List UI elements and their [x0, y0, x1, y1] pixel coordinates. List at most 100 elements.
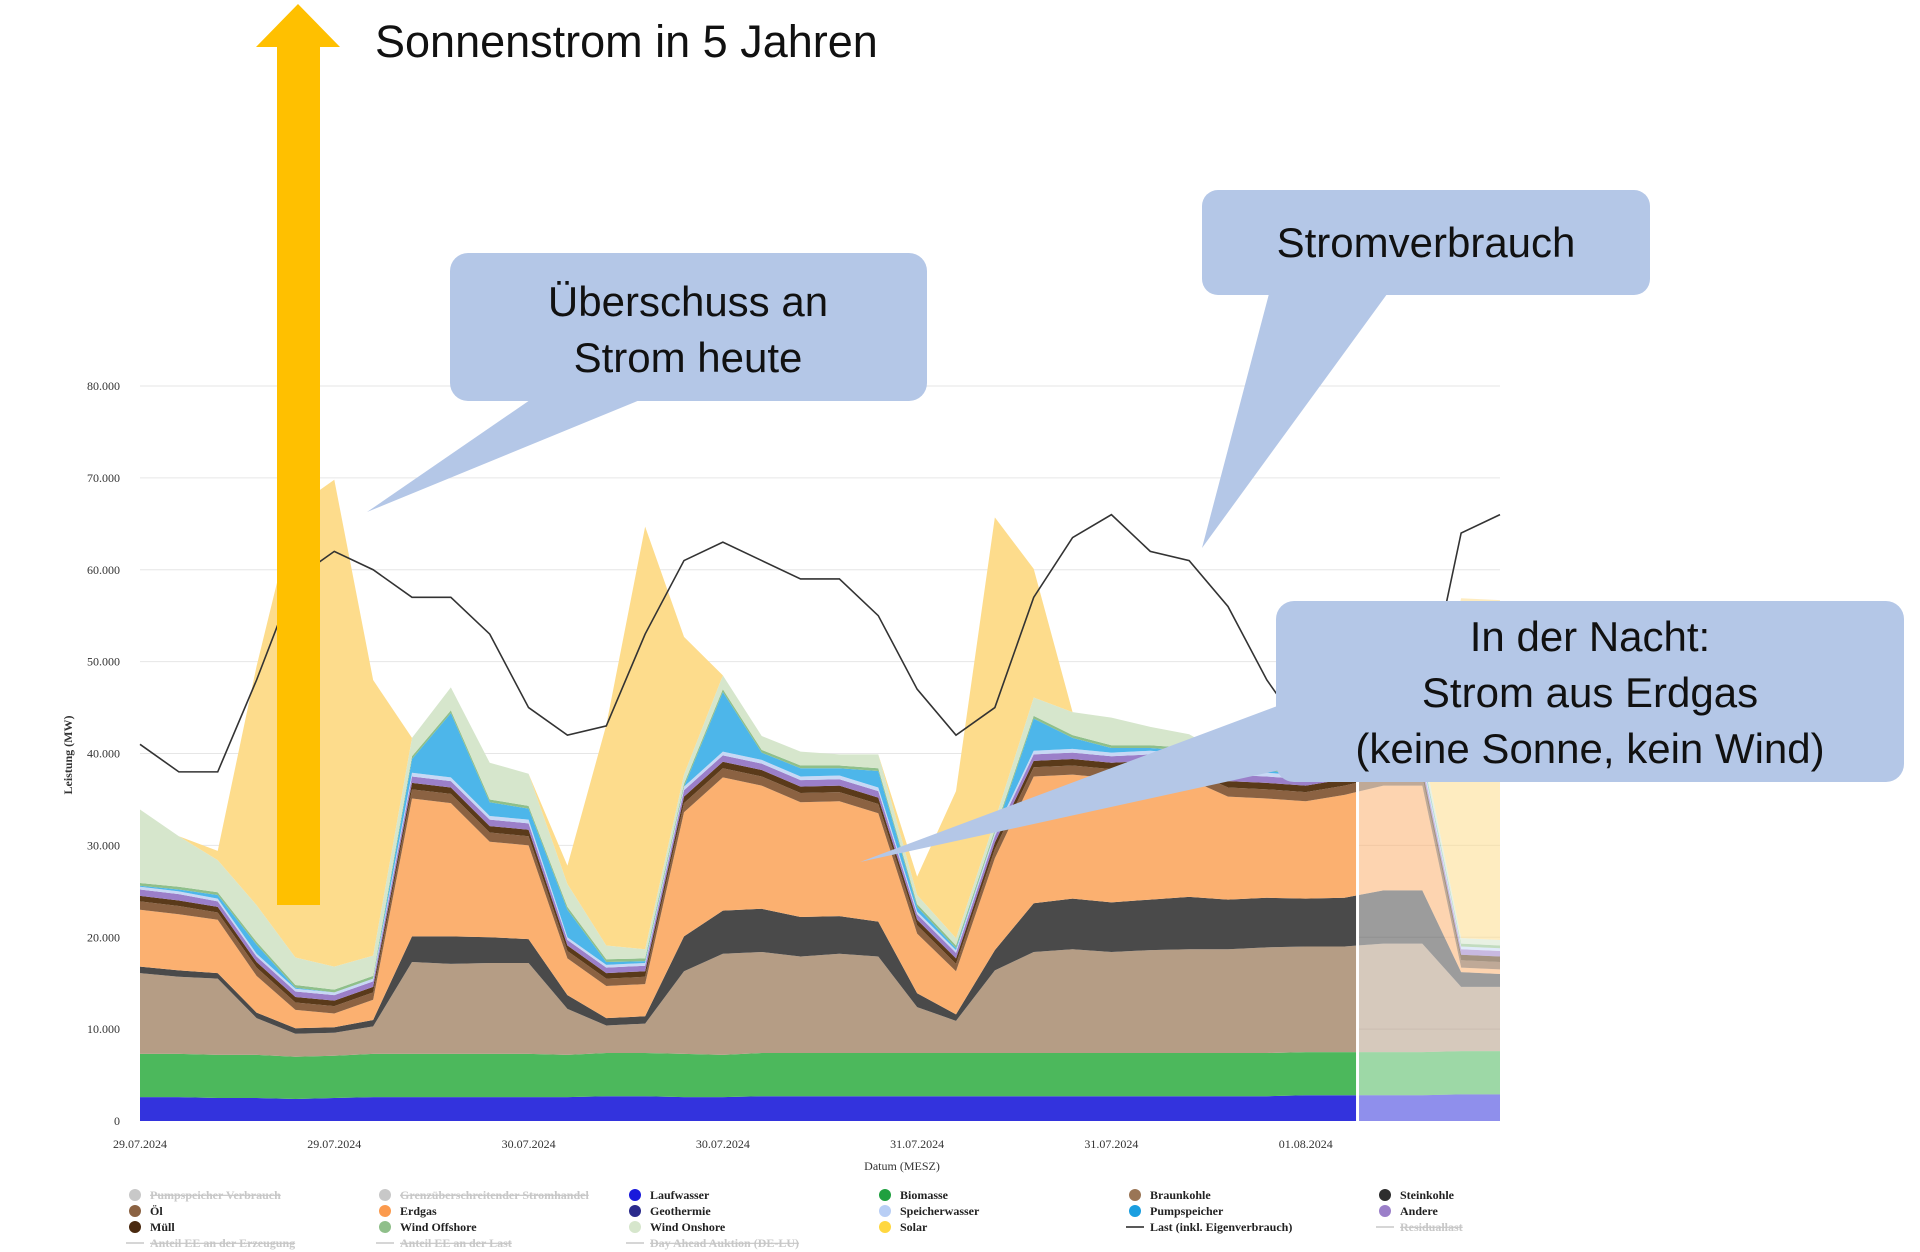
- legend-marker: [129, 1221, 141, 1233]
- legend-marker: [629, 1205, 641, 1217]
- area-biomasse: [140, 1052, 1358, 1099]
- legend-item[interactable]: Solar: [879, 1220, 928, 1234]
- legend-item[interactable]: Müll: [129, 1220, 175, 1234]
- legend-item[interactable]: Geothermie: [629, 1204, 711, 1218]
- legend-label: Müll: [150, 1220, 175, 1234]
- legend-label: Pumpspeicher Verbrauch: [150, 1188, 281, 1202]
- load-line-group: [139, 513, 1501, 773]
- legend-label: Öl: [150, 1204, 163, 1218]
- y-axis-label: Leistung (MW): [61, 716, 75, 795]
- area-laufwasser: [140, 1095, 1358, 1121]
- callout-night-line3: (keine Sonne, kein Wind): [1355, 725, 1824, 772]
- x-tick-label: 31.07.2024: [1084, 1137, 1138, 1151]
- legend-item[interactable]: Laufwasser: [629, 1188, 710, 1202]
- legend-item[interactable]: Öl: [129, 1204, 163, 1218]
- legend-marker: [1129, 1189, 1141, 1201]
- y-tick-label: 0: [114, 1114, 120, 1128]
- load-line: [139, 513, 1501, 773]
- area-braunkohle: [140, 945, 1358, 1057]
- callout-consumption-line1: Stromverbrauch: [1277, 219, 1576, 266]
- area-forecast-braunkohle: [1357, 943, 1500, 1053]
- area-pumpspeicher: [140, 691, 1358, 993]
- x-axis-label: Datum (MESZ): [864, 1159, 940, 1173]
- legend-label: Braunkohle: [1150, 1188, 1211, 1202]
- legend-label: Wind Onshore: [650, 1220, 726, 1234]
- callout-night-pointer: [860, 705, 1280, 862]
- legend-marker: [1129, 1205, 1141, 1217]
- legend-marker: [1379, 1205, 1391, 1217]
- y-tick-label: 60.000: [87, 563, 120, 577]
- area-forecast-steinkohle: [1357, 890, 1500, 987]
- legend-item[interactable]: Residuallast: [1376, 1220, 1463, 1234]
- legend-item[interactable]: Last (inkl. Eigenverbrauch): [1126, 1220, 1292, 1234]
- legend-label: Geothermie: [650, 1204, 711, 1218]
- y-tick-label: 10.000: [87, 1022, 120, 1036]
- legend-label: Andere: [1400, 1204, 1438, 1218]
- legend-marker: [129, 1189, 141, 1201]
- callout-night: In der Nacht: Strom aus Erdgas (keine So…: [860, 601, 1904, 862]
- legend-marker: [379, 1221, 391, 1233]
- legend-item[interactable]: Pumpspeicher: [1129, 1204, 1224, 1218]
- callout-consumption-box: [1202, 190, 1650, 295]
- callout-surplus-pointer: [367, 400, 640, 512]
- y-tick-label: 20.000: [87, 930, 120, 944]
- y-tick-label: 80.000: [87, 379, 120, 393]
- legend-label: Wind Offshore: [400, 1220, 477, 1234]
- callout-surplus: Überschuss an Strom heute: [367, 253, 927, 512]
- legend-label: Biomasse: [900, 1188, 949, 1202]
- y-tick-label: 50.000: [87, 655, 120, 669]
- callout-surplus-line2: Strom heute: [574, 334, 803, 381]
- callout-night-line1: In der Nacht:: [1470, 613, 1710, 660]
- area-steinkohle: [140, 895, 1358, 1034]
- legend-item[interactable]: Steinkohle: [1379, 1188, 1455, 1202]
- callout-consumption-pointer: [1202, 290, 1390, 548]
- legend-marker: [379, 1205, 391, 1217]
- legend-marker: [129, 1205, 141, 1217]
- legend-item[interactable]: Pumpspeicher Verbrauch: [129, 1188, 281, 1202]
- legend-label: Anteil EE an der Last: [400, 1236, 512, 1250]
- y-tick-label: 40.000: [87, 747, 120, 761]
- legend-item[interactable]: Braunkohle: [1129, 1188, 1211, 1202]
- callout-surplus-line1: Überschuss an: [548, 278, 828, 325]
- growth-arrow: [256, 4, 340, 905]
- legend-marker: [1379, 1189, 1391, 1201]
- callout-night-box: [1276, 601, 1904, 782]
- legend-label: Day Ahead Auktion (DE-LU): [650, 1236, 799, 1250]
- legend-item[interactable]: Biomasse: [879, 1188, 949, 1202]
- legend-label: Steinkohle: [1400, 1188, 1455, 1202]
- legend-label: Pumpspeicher: [1150, 1204, 1224, 1218]
- legend-label: Residuallast: [1400, 1220, 1463, 1234]
- legend-marker: [629, 1221, 641, 1233]
- legend-item[interactable]: Erdgas: [379, 1204, 437, 1218]
- legend-item[interactable]: Wind Offshore: [379, 1220, 477, 1234]
- legend-marker: [879, 1205, 891, 1217]
- legend-item[interactable]: Andere: [1379, 1204, 1438, 1218]
- legend-label: Anteil EE an der Erzeugung: [150, 1236, 295, 1250]
- x-tick-label: 29.07.2024: [307, 1137, 361, 1151]
- area-solar: [140, 479, 1358, 967]
- legend-item[interactable]: Day Ahead Auktion (DE-LU): [626, 1236, 799, 1250]
- legend-label: Laufwasser: [650, 1188, 710, 1202]
- headline: Sonnenstrom in 5 Jahren: [375, 16, 878, 67]
- y-tick-label: 70.000: [87, 471, 120, 485]
- area-müll: [140, 759, 1358, 1007]
- legend-marker: [629, 1189, 641, 1201]
- area-erdgas: [140, 774, 1358, 1029]
- callout-night-line2: Strom aus Erdgas: [1422, 669, 1758, 716]
- legend-item[interactable]: Wind Onshore: [629, 1220, 726, 1234]
- x-tick-label: 30.07.2024: [502, 1137, 556, 1151]
- legend-item[interactable]: Speicherwasser: [879, 1204, 980, 1218]
- x-tick-label: 29.07.2024: [113, 1137, 167, 1151]
- legend-marker: [879, 1221, 891, 1233]
- legend-item[interactable]: Anteil EE an der Erzeugung: [126, 1236, 295, 1250]
- y-tick-label: 30.000: [87, 838, 120, 852]
- area-forecast-biomasse: [1357, 1051, 1500, 1096]
- x-tick-label: 31.07.2024: [890, 1137, 944, 1151]
- legend-item[interactable]: Grenzüberschreitender Stromhandel: [379, 1188, 589, 1202]
- callout-surplus-box: [450, 253, 927, 401]
- legend-label: Erdgas: [400, 1204, 437, 1218]
- legend-item[interactable]: Anteil EE an der Last: [376, 1236, 512, 1250]
- legend: Pumpspeicher Verbrauch Grenzüberschreiten…: [126, 1188, 1463, 1250]
- area-forecast-öl: [1357, 776, 1500, 970]
